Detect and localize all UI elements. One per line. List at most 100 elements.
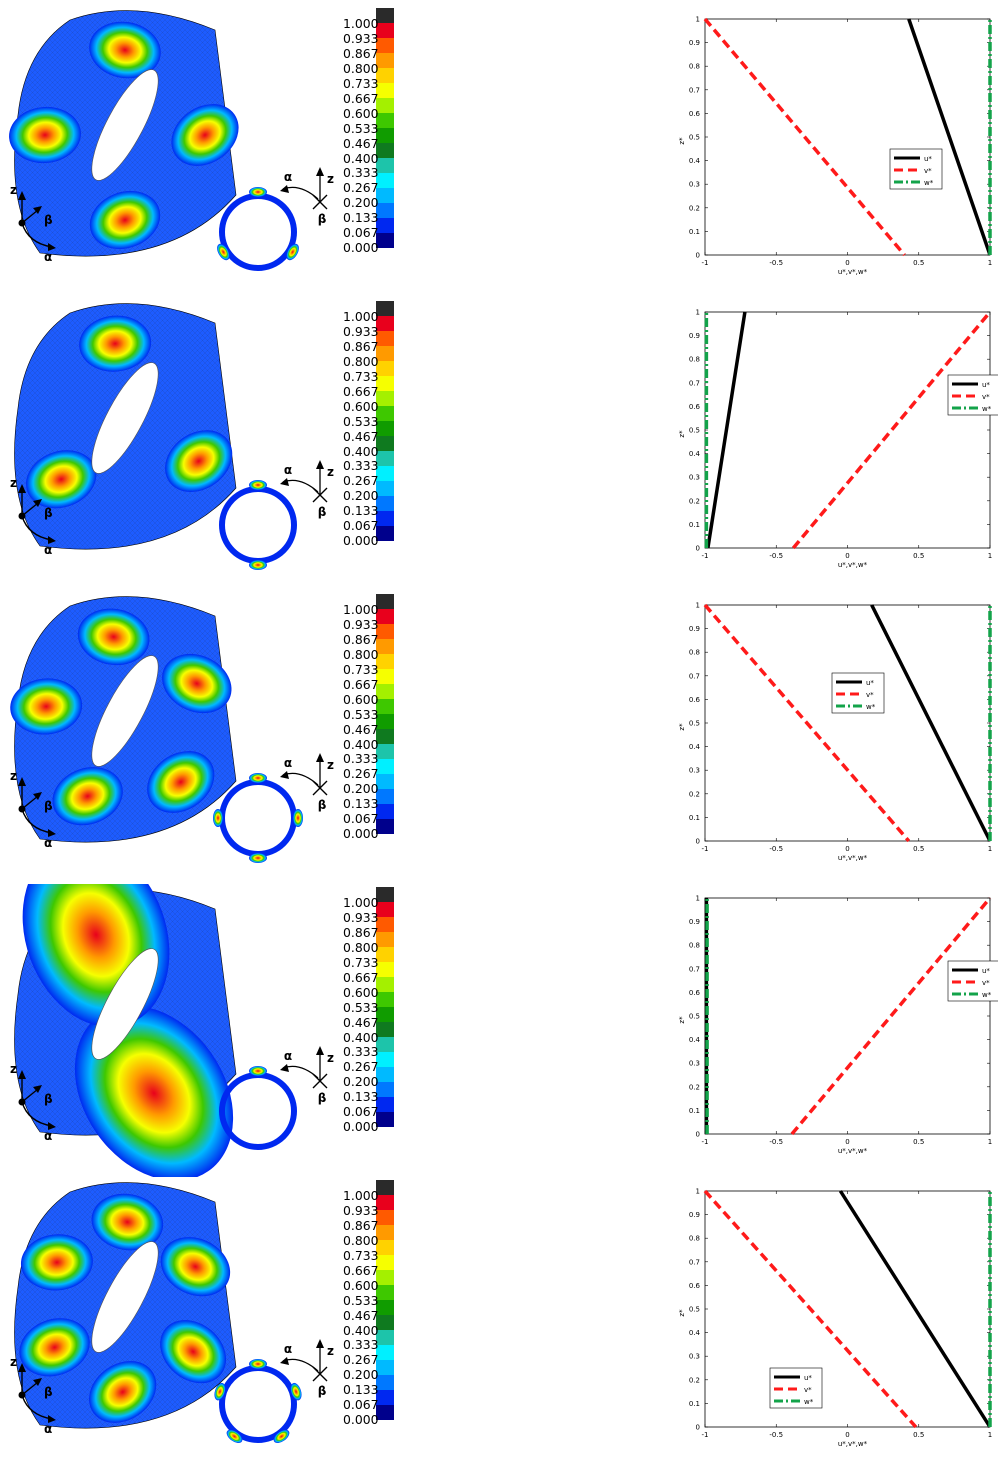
- colorbar-swatch: [376, 391, 394, 406]
- colorbar-swatch: [376, 699, 394, 714]
- cross-section-ring: [219, 1365, 297, 1443]
- y-tick-label: 0.9: [689, 1211, 700, 1219]
- colorbar-label: 0.733: [343, 369, 379, 385]
- coordinate-triad: z β α: [10, 769, 56, 850]
- colorbar-label: 0.133: [343, 503, 379, 519]
- shell-opening: [91, 655, 159, 767]
- plot-frame: [704, 1190, 991, 1428]
- colorbar-swatch: [376, 1390, 394, 1405]
- y-tick-label: 0.3: [689, 1060, 700, 1068]
- y-tick-label: 0.3: [689, 1353, 700, 1361]
- legend-label: w*: [982, 405, 992, 413]
- cross-section-lobe: [286, 243, 299, 261]
- colorbar-swatch: [376, 624, 394, 639]
- section-beta-symbol: [312, 194, 328, 210]
- colorbar-label: 0.067: [343, 1104, 379, 1120]
- colorbar-label: 0.667: [343, 90, 379, 106]
- colorbar-swatch: [376, 301, 394, 316]
- x-tick-label: -0.5: [769, 1431, 783, 1439]
- coordinate-triad: z β α: [10, 1355, 56, 1436]
- axis-z-label: z: [10, 183, 17, 197]
- colorbar-swatch: [376, 1037, 394, 1052]
- colorbar-label: 0.000: [343, 1118, 379, 1134]
- section-triad: α z β: [280, 1339, 334, 1398]
- colorbar-label: 0.800: [343, 647, 379, 663]
- colorbar-label: 0.867: [343, 925, 379, 941]
- colorbar-label: 0.600: [343, 105, 379, 121]
- colorbar-label: 0.467: [343, 1307, 379, 1323]
- colorbar-label: 0.267: [343, 766, 379, 782]
- colorbar-swatch: [376, 1240, 394, 1255]
- y-tick-label: 0.7: [689, 379, 700, 387]
- x-tick-label: 1: [988, 1431, 992, 1439]
- figure-row-5: z β α α z β 1.000 0.933 0.867 0.800 0.733 0.667 0.60…: [0, 1177, 998, 1470]
- shell-opening: [91, 1241, 159, 1353]
- colorbar-label: 0.733: [343, 955, 379, 971]
- colorbar-label: 0.400: [343, 443, 379, 459]
- colorbar-label: 0.067: [343, 225, 379, 241]
- cross-section-lobe: [249, 480, 267, 490]
- y-tick-label: 1: [696, 1188, 700, 1196]
- section-beta-label: β: [318, 505, 327, 519]
- x-tick-label: 0.5: [913, 552, 924, 560]
- colorbar-label: 0.000: [343, 1411, 379, 1427]
- axis-z-label: z: [10, 769, 17, 783]
- colorbar-swatch: [376, 1285, 394, 1300]
- cross-section-lobe: [293, 809, 303, 827]
- axis-beta-label: β: [44, 213, 53, 227]
- y-tick-label: 0.3: [689, 767, 700, 775]
- legend-label: u*: [982, 381, 990, 389]
- colorbar-swatch: [376, 1052, 394, 1067]
- colorbar-swatch: [376, 68, 394, 83]
- x-tick-label: -1: [702, 552, 709, 560]
- colorbar-swatch: [376, 902, 394, 917]
- colorbar-label: 0.133: [343, 796, 379, 812]
- series-line-u: [838, 1190, 992, 1428]
- legend: u* v* w*: [831, 672, 885, 714]
- figure-row-2: z β α α z β 1.000 0.933 0.867 0.800 0.733 0.667 0.60…: [0, 298, 998, 591]
- series-line-u: [907, 18, 992, 256]
- colorbar-swatch: [376, 609, 394, 624]
- section-beta-symbol: [312, 780, 328, 796]
- y-tick-label: 0.5: [689, 1306, 700, 1314]
- x-tick-label: -0.5: [769, 1138, 783, 1146]
- colorbar-label: 0.800: [343, 1233, 379, 1249]
- legend-label: w*: [982, 991, 992, 999]
- colorbar-swatch: [376, 729, 394, 744]
- legend: u* v* w*: [947, 374, 998, 416]
- axis-alpha-label: α: [44, 250, 52, 264]
- colorbar-swatch: [376, 511, 394, 526]
- colorbar-swatch: [376, 376, 394, 391]
- colorbar-label: 0.000: [343, 825, 379, 841]
- colorbar-label: 0.600: [343, 1277, 379, 1293]
- colorbar-label: 0.067: [343, 811, 379, 827]
- y-tick-label: 0.5: [689, 427, 700, 435]
- cross-section-ring: [219, 193, 297, 271]
- colorbar-label: 0.867: [343, 1218, 379, 1234]
- colorbar-swatch: [376, 1210, 394, 1225]
- y-tick-label: 0: [696, 1424, 700, 1432]
- displacement-plot: 0 0.1 0.2 0.3 0.4 0.5 0.6 0.7 0.8 0.9 1 -1 -0.5 0 0.5 1…: [678, 16, 992, 277]
- colorbar-swatch: [376, 1007, 394, 1022]
- colorbar-swatch: [376, 1405, 394, 1420]
- colorbar-swatch: [376, 1360, 394, 1375]
- y-tick-label: 0.8: [689, 942, 700, 950]
- series-line-u: [706, 311, 747, 549]
- x-tick-label: 0.5: [913, 259, 924, 267]
- section-alpha-label: α: [284, 1342, 292, 1356]
- colorbar-swatch: [376, 804, 394, 819]
- shell-illustration: z β α α z β: [10, 303, 334, 570]
- y-tick-label: 0.1: [689, 814, 700, 822]
- y-tick-label: 0.3: [689, 474, 700, 482]
- shell-hotspot: [165, 430, 233, 492]
- colorbar-label: 1.000: [343, 16, 379, 32]
- axis-beta-label: β: [44, 1092, 53, 1106]
- colorbar-label: 0.333: [343, 751, 379, 767]
- section-alpha-arrow: [282, 1358, 319, 1372]
- y-tick-label: 0.8: [689, 649, 700, 657]
- y-tick-label: 0.1: [689, 228, 700, 236]
- shell-hotspot: [160, 1320, 227, 1384]
- shell-opening: [91, 69, 159, 181]
- legend-label: v*: [982, 979, 990, 987]
- axis-beta-label: β: [44, 1385, 53, 1399]
